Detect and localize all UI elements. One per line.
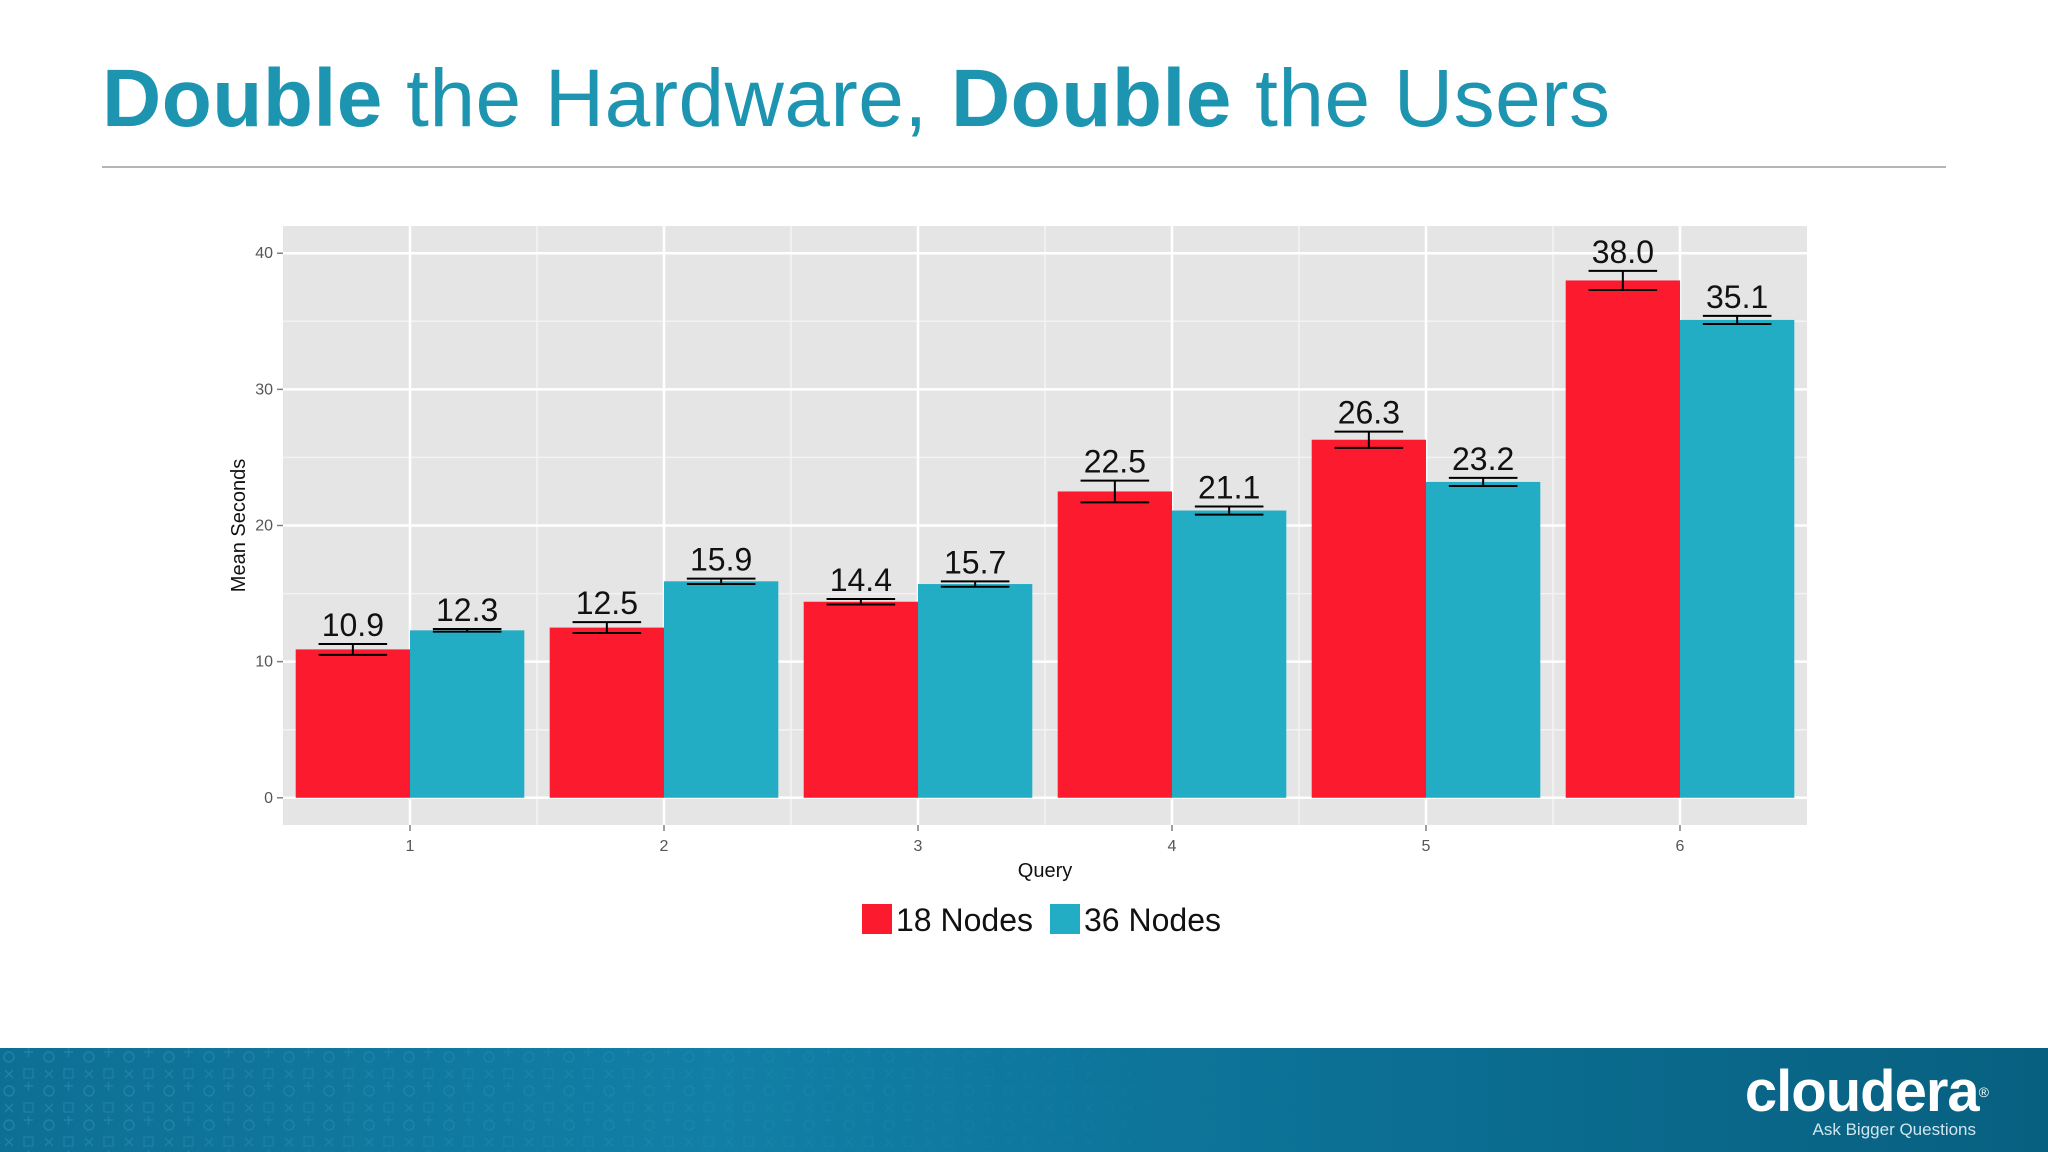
logo-tagline: Ask Bigger Questions xyxy=(1812,1120,1976,1139)
title-bold-2: Double xyxy=(950,53,1232,144)
legend-swatch xyxy=(862,904,892,934)
title-bold-1: Double xyxy=(102,53,383,144)
bar-18-nodes xyxy=(1311,439,1426,798)
data-label: 15.9 xyxy=(690,542,752,578)
footer-band xyxy=(0,1048,2048,1152)
bar-36-nodes xyxy=(664,581,779,798)
data-label: 26.3 xyxy=(1338,395,1400,431)
x-tick-label: 3 xyxy=(914,838,923,855)
y-tick-label: 30 xyxy=(255,381,273,398)
data-label: 15.7 xyxy=(944,544,1006,580)
slide-title: Double the Hardware, Double the Users xyxy=(102,52,1611,146)
bar-36-nodes xyxy=(1680,319,1795,798)
title-divider xyxy=(102,166,1946,168)
title-text-2: the Users xyxy=(1231,53,1611,144)
data-label: 38.0 xyxy=(1592,234,1654,270)
data-label: 12.5 xyxy=(576,585,638,621)
legend-label: 36 Nodes xyxy=(1084,902,1221,938)
bar-36-nodes xyxy=(410,630,525,798)
data-label: 10.9 xyxy=(322,607,384,643)
bar-36-nodes xyxy=(918,584,1033,798)
bar-18-nodes xyxy=(1057,491,1172,798)
data-label: 23.2 xyxy=(1452,441,1514,477)
bar-36-nodes xyxy=(1426,481,1541,798)
data-label: 14.4 xyxy=(830,562,892,598)
data-label: 22.5 xyxy=(1084,444,1146,480)
x-tick-label: 1 xyxy=(406,838,415,855)
y-tick-label: 10 xyxy=(255,654,273,671)
cloudera-logo: cloudera® Ask Bigger Questions xyxy=(1744,1059,1989,1140)
bar-18-nodes xyxy=(1565,280,1680,798)
legend-swatch xyxy=(1050,904,1080,934)
x-tick-label: 5 xyxy=(1422,838,1431,855)
x-axis-title: Query xyxy=(1018,860,1072,882)
bar-36-nodes xyxy=(1172,510,1287,798)
x-tick-label: 2 xyxy=(660,838,669,855)
bar-18-nodes xyxy=(803,601,918,798)
y-tick-label: 20 xyxy=(255,518,273,535)
bar-18-nodes xyxy=(295,649,410,798)
footer-pattern-decoration xyxy=(0,1048,1300,1152)
data-label: 21.1 xyxy=(1198,469,1260,505)
x-tick-label: 6 xyxy=(1676,838,1685,855)
y-tick-label: 40 xyxy=(255,245,273,262)
y-axis-title: Mean Seconds xyxy=(228,459,250,592)
bar-chart: 0 10 20 30 40 1 2 3 4 5 6 10.9 12.5 14.4 22.5 26.3 38.0 1… xyxy=(228,226,1807,938)
bar-18-nodes xyxy=(549,627,664,798)
data-label: 12.3 xyxy=(436,592,498,628)
x-tick-label: 4 xyxy=(1168,838,1177,855)
legend-label: 18 Nodes xyxy=(896,902,1033,938)
y-tick-label: 0 xyxy=(264,790,273,807)
logo-wordmark: cloudera® xyxy=(1744,1059,1989,1124)
data-label: 35.1 xyxy=(1706,279,1768,315)
title-text-1: the Hardware, xyxy=(382,53,951,144)
